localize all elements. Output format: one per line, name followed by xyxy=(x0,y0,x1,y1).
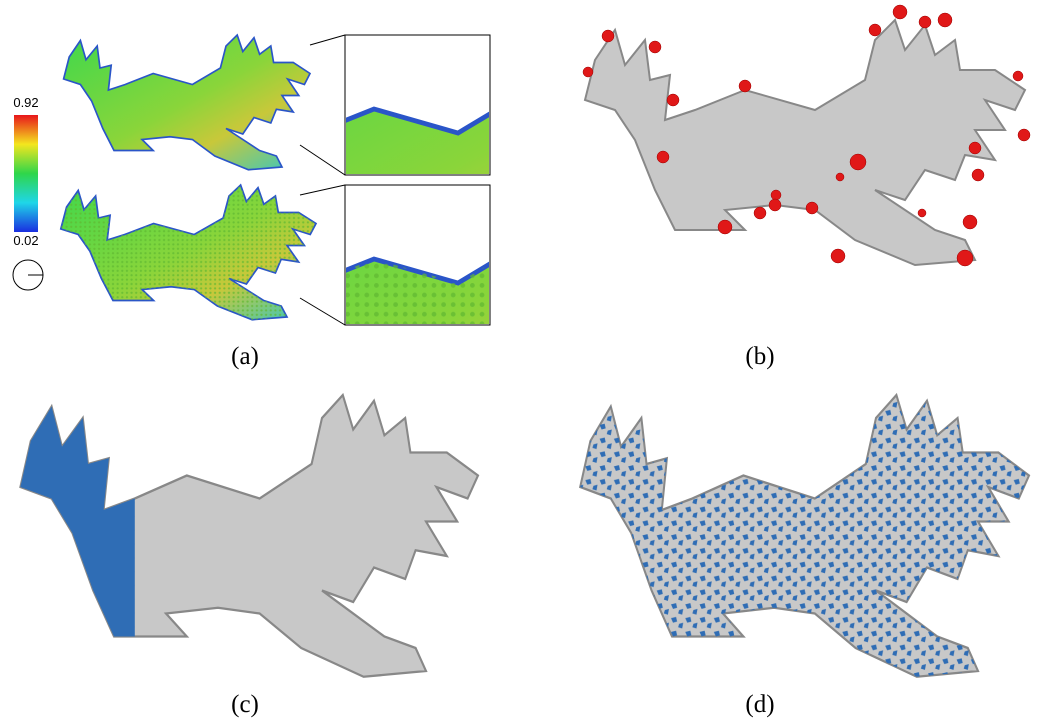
dragon-speckle xyxy=(580,395,1029,677)
connector xyxy=(310,35,345,45)
dragon-grey xyxy=(585,20,1025,265)
caption: (b) xyxy=(745,343,774,370)
panel-d: (d) xyxy=(580,395,1029,718)
connector xyxy=(300,185,345,195)
panel-c: (c) xyxy=(20,395,478,718)
caption: (d) xyxy=(745,691,774,718)
colorbar-min: 0.02 xyxy=(13,233,38,248)
dragon-smooth xyxy=(64,35,310,170)
figure: 0.92 0.02 (a) (b) (c) xyxy=(0,0,1037,721)
connector xyxy=(300,145,345,175)
connector xyxy=(300,298,345,325)
caption: (a) xyxy=(231,343,259,370)
colorbar xyxy=(14,115,38,232)
caption: (c) xyxy=(231,691,259,718)
colorbar-max: 0.92 xyxy=(13,95,38,110)
panel-b: (b) xyxy=(583,5,1030,370)
